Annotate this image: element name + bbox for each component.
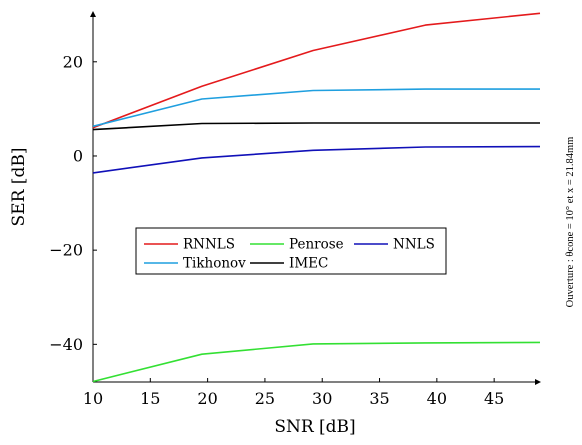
x-axis-label: SNR [dB] [274, 417, 355, 437]
x-tick-label: 20 [197, 389, 217, 408]
series-line-nnls [92, 145, 541, 174]
x-tick-label: 35 [369, 389, 389, 408]
y-tick-label: 20 [63, 52, 83, 71]
axes [90, 11, 541, 385]
y-tick-label: −20 [49, 241, 83, 260]
series-lines [92, 12, 541, 383]
legend-box [135, 227, 447, 275]
x-tick-label: 45 [484, 389, 504, 408]
x-axis-arrow [535, 379, 541, 385]
legend-entry-imec: IMEC [289, 256, 328, 272]
series-line-tikhonov [92, 88, 540, 128]
x-tick-label: 40 [427, 389, 447, 408]
y-tick-label: −40 [49, 335, 83, 354]
y-tick-label: 0 [73, 146, 83, 165]
x-tick-label: 15 [140, 389, 160, 408]
x-tick-label: 10 [83, 389, 103, 408]
legend-entry-penrose: Penrose [289, 237, 344, 253]
x-tick-label: 30 [312, 389, 332, 408]
axis-ticks: 10 15 20 25 30 35 40 45 −40 −20 0 20 [49, 52, 504, 408]
side-note: Ouverture : θcone = 10° et x = 21.84mm [565, 137, 576, 308]
x-tick-label: 25 [255, 389, 275, 408]
legend: RNNLS Penrose NNLS Tikhonov IMEC [135, 227, 447, 275]
series-line-rnnls [92, 12, 541, 129]
legend-entry-tikhonov: Tikhonov [183, 256, 246, 272]
y-axis-label: SER [dB] [9, 148, 29, 227]
series-line-imec [92, 122, 540, 131]
legend-entry-rnnls: RNNLS [183, 237, 235, 253]
y-axis-arrow [90, 11, 96, 17]
legend-entry-nnls: NNLS [393, 237, 435, 253]
series-line-penrose [92, 341, 541, 383]
